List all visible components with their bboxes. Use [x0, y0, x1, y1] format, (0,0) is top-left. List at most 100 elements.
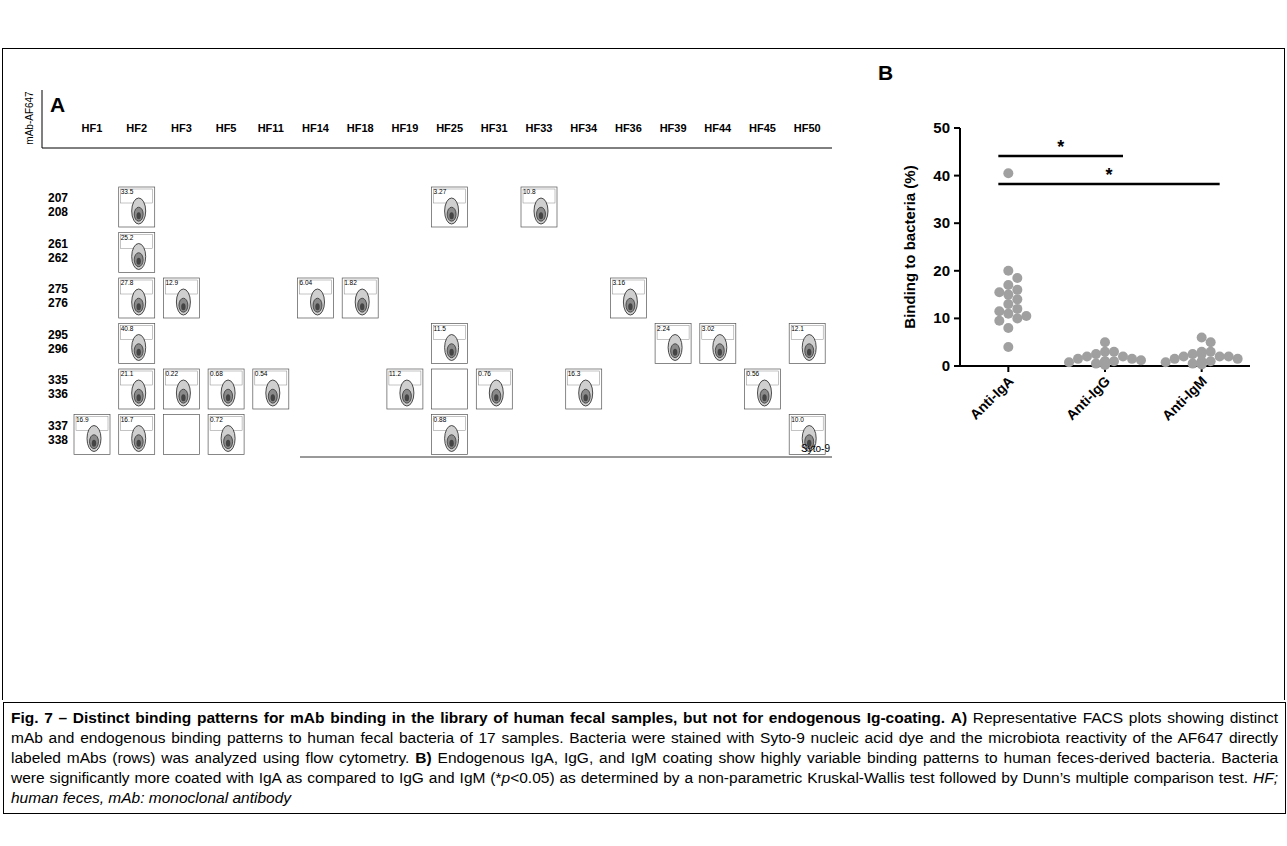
event-density	[137, 349, 141, 356]
data-point	[1003, 342, 1013, 352]
row-label: 335	[48, 373, 68, 387]
facs-plot	[119, 187, 155, 227]
event-density	[718, 349, 722, 356]
y-tick	[954, 270, 960, 272]
event-density	[445, 198, 459, 224]
facs-plot	[119, 369, 155, 409]
data-point	[1161, 357, 1171, 367]
event-density	[449, 349, 453, 356]
event-density	[311, 289, 325, 315]
data-point	[1003, 266, 1013, 276]
event-density	[539, 212, 543, 219]
data-point	[1003, 290, 1013, 300]
column-label: HF19	[391, 122, 418, 134]
y-tick	[954, 175, 960, 177]
x-tick-label: Anti-IgM	[1159, 373, 1210, 424]
event-density	[626, 298, 635, 312]
row-label: 295	[48, 328, 68, 342]
gate-percent: 3.02	[702, 325, 715, 332]
gate-percent: 21.1	[121, 370, 134, 377]
plot-box	[298, 278, 334, 318]
event-density	[137, 258, 141, 265]
facs-plot	[789, 324, 825, 364]
row-label: 338	[48, 433, 68, 447]
event-density	[537, 207, 546, 221]
facs-plot	[74, 415, 110, 455]
plot-box	[119, 233, 155, 273]
event-density	[134, 253, 143, 267]
event-density	[134, 344, 143, 358]
event-density	[360, 303, 364, 310]
plot-box	[253, 369, 289, 409]
event-density	[584, 394, 588, 401]
significance-label: *	[1105, 165, 1112, 185]
event-density	[226, 394, 230, 401]
caption-part-label: B)	[415, 749, 431, 766]
plot-box	[566, 369, 602, 409]
y-tick-label: 40	[933, 167, 950, 184]
event-density	[134, 207, 143, 221]
event-density	[760, 389, 769, 403]
data-point	[1127, 354, 1137, 364]
event-density	[179, 389, 188, 403]
header-line	[42, 148, 832, 149]
gate-percent: 11.2	[389, 370, 402, 377]
plot-box	[432, 187, 468, 227]
event-density	[137, 303, 141, 310]
column-label: HF36	[615, 122, 642, 134]
points	[994, 168, 1242, 370]
event-density	[137, 440, 141, 447]
y-axis	[959, 128, 961, 366]
facs-plot	[432, 415, 468, 455]
event-density	[445, 426, 459, 452]
data-point	[1206, 356, 1216, 366]
event-density	[137, 212, 141, 219]
row-label: 208	[48, 205, 68, 219]
row-label: 261	[48, 237, 68, 251]
facs-plot	[655, 324, 691, 364]
data-point	[1012, 313, 1022, 323]
event-density	[226, 440, 230, 447]
row-label: 262	[48, 251, 68, 265]
column-label: HF2	[126, 122, 147, 134]
plot-box	[119, 415, 155, 455]
data-point	[994, 316, 1004, 326]
plot-box	[387, 369, 423, 409]
plot-box	[432, 369, 468, 409]
facs-plot	[298, 278, 334, 318]
data-point	[1233, 354, 1243, 364]
plot-box	[610, 278, 646, 318]
facs-plot	[119, 233, 155, 273]
figure: AmAb-AF647HF1HF2HF3HF5HF11HF14HF18HF19HF…	[0, 0, 1287, 700]
facs-plot	[521, 187, 557, 227]
y-tick	[954, 365, 960, 367]
gate-percent: 3.16	[612, 279, 625, 286]
plot-box	[119, 324, 155, 364]
column-label: HF5	[216, 122, 237, 134]
axis-title: Binding to bacteria (%)	[901, 165, 918, 328]
data-point	[1197, 359, 1207, 369]
column-label: HF11	[258, 122, 284, 134]
gate-percent: 2.24	[657, 325, 670, 332]
caption-text: p	[502, 769, 511, 786]
data-point	[1100, 356, 1110, 366]
gate-percent: 40.8	[121, 325, 134, 332]
data-point	[1012, 304, 1022, 314]
y-tick-label: 30	[933, 214, 950, 231]
event-density	[137, 394, 141, 401]
plot-box	[789, 324, 825, 364]
event-density	[132, 426, 146, 452]
event-density	[581, 389, 590, 403]
facs-plot	[208, 369, 244, 409]
plot-box	[521, 187, 557, 227]
event-density	[224, 435, 233, 449]
column-label: HF18	[347, 122, 374, 134]
facs-plot	[163, 415, 199, 455]
facs-plot	[253, 369, 289, 409]
event-density	[492, 389, 501, 403]
facs-plot	[208, 415, 244, 455]
event-density	[579, 380, 593, 406]
data-point	[1003, 323, 1013, 333]
plot-box	[432, 415, 468, 455]
event-density	[92, 440, 96, 447]
